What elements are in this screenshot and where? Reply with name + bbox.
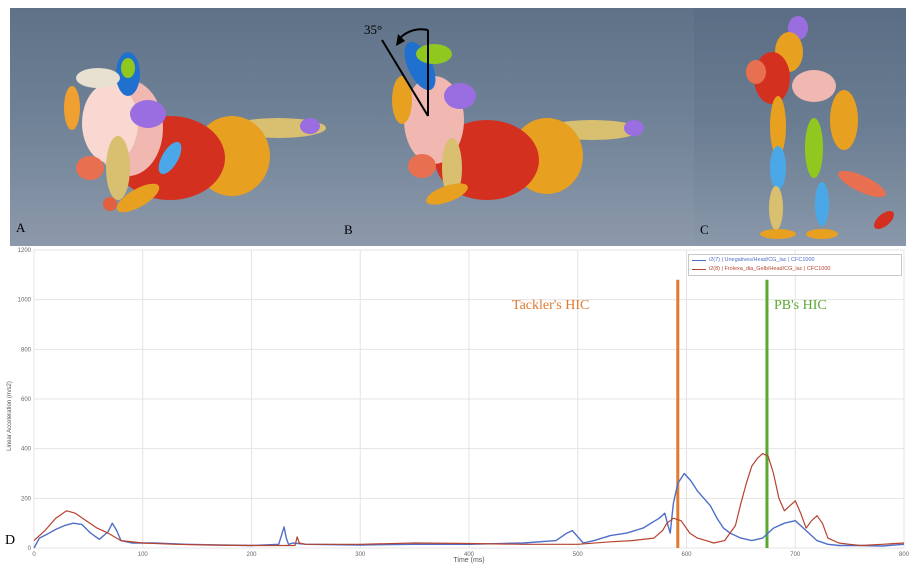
- panel-b-rotation-view: 35° B: [342, 8, 694, 246]
- x-tick-label: 800: [899, 552, 910, 558]
- acceleration-chart-area: 0 200 400 600 800 1000 1200 0 100 200 300 400 500 60…: [0, 246, 911, 566]
- panel-a-label: A: [16, 220, 26, 235]
- chart-grid: [33, 249, 905, 549]
- panel-d-label: D: [5, 533, 16, 548]
- panel-b-label: B: [344, 222, 353, 237]
- y-tick-label: 800: [21, 347, 32, 353]
- y-tick-label: 1000: [18, 298, 32, 304]
- series-lines: [33, 453, 905, 549]
- y-axis-label: Linear Acceleration (m/s2): [7, 381, 13, 451]
- y-tick-label: 200: [21, 496, 32, 502]
- x-tick-label: 0: [32, 552, 36, 558]
- legend-swatch-series-2: [692, 269, 706, 270]
- x-tick-label: 400: [464, 552, 475, 558]
- legend-swatch-series-1: [692, 260, 706, 261]
- panel-a-pre-impact-view: A: [10, 8, 342, 246]
- y-tick-label: 400: [21, 447, 32, 453]
- tackle-model-top-view-b: [381, 28, 644, 205]
- tacklers-hic-annotation: Tackler's HIC: [512, 298, 590, 313]
- chart-legend: i2(7) | Unegatives/Head/CG_lac | CFC1000…: [688, 254, 902, 276]
- x-axis-ticks: 0 100 200 300 400 500 600 700 800: [32, 552, 909, 558]
- x-tick-label: 500: [573, 552, 584, 558]
- panel-c-label: C: [700, 222, 709, 237]
- panel-c-side-view: C: [694, 8, 906, 246]
- hic-markers: [676, 279, 769, 548]
- x-tick-label: 600: [681, 552, 692, 558]
- legend-item-series-2: i2(8) | Frolexa_dia_Gelb/Head/CG_lac | C…: [692, 265, 898, 274]
- x-tick-label: 300: [355, 552, 366, 558]
- tackle-model-side-view: [746, 16, 894, 239]
- acceleration-chart: 0 200 400 600 800 1000 1200 0 100 200 300 400 500 60…: [7, 248, 910, 564]
- rotation-angle-label: 35°: [364, 22, 383, 37]
- pbs-hic-annotation: PB's HIC: [774, 298, 827, 313]
- x-tick-label: 700: [790, 552, 801, 558]
- x-axis-label: Time (ms): [453, 557, 484, 564]
- y-tick-label: 1200: [18, 248, 32, 254]
- y-axis-ticks: 0 200 400 600 800 1000 1200: [18, 248, 32, 552]
- legend-item-series-1: i2(7) | Unegatives/Head/CG_lac | CFC1000: [692, 256, 898, 265]
- legend-text-series-1: i2(7) | Unegatives/Head/CG_lac | CFC1000: [709, 257, 815, 263]
- x-tick-label: 100: [138, 552, 149, 558]
- series-line-1: [33, 472, 905, 549]
- legend-text-series-2: i2(8) | Frolexa_dia_Gelb/Head/CG_lac | C…: [709, 266, 831, 272]
- series-line-2: [33, 453, 905, 547]
- y-tick-label: 600: [21, 397, 32, 403]
- y-tick-label: 0: [28, 546, 32, 552]
- tackle-model-top-view-a: [64, 52, 326, 213]
- x-tick-label: 200: [246, 552, 257, 558]
